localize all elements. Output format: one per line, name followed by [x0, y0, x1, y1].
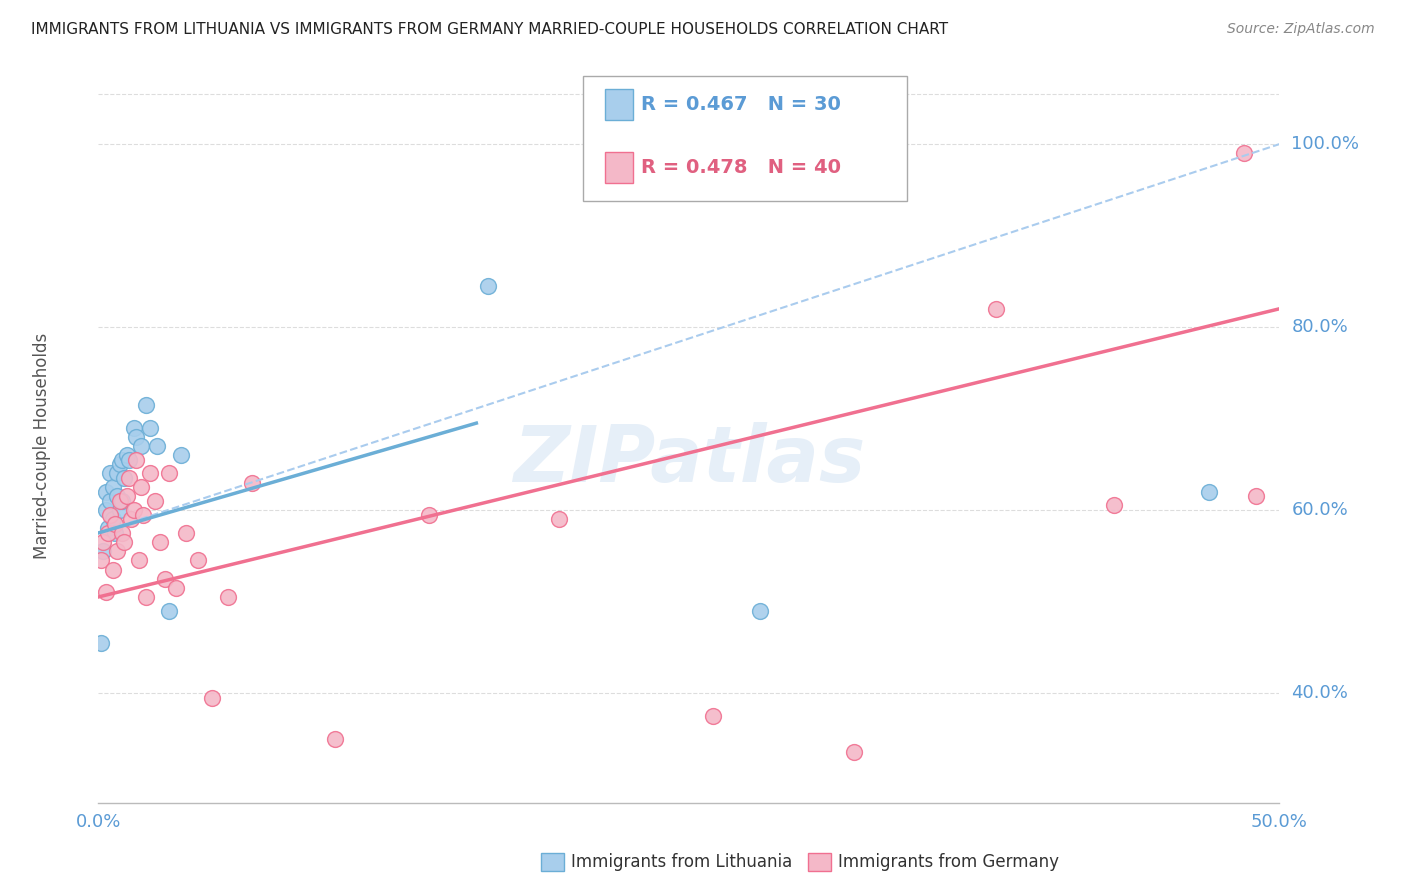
Point — [149, 535, 172, 549]
Point — [94, 585, 117, 599]
Point — [97, 525, 120, 540]
Point — [104, 525, 127, 540]
Point — [111, 525, 134, 540]
Point — [548, 512, 571, 526]
Point — [91, 535, 114, 549]
Point — [101, 562, 124, 576]
Point — [1198, 484, 1220, 499]
Point — [1102, 499, 1125, 513]
Point — [112, 471, 135, 485]
Text: 40.0%: 40.0% — [1291, 684, 1348, 702]
Point — [118, 471, 141, 485]
Point — [91, 544, 114, 558]
Point — [1233, 146, 1256, 161]
Text: IMMIGRANTS FROM LITHUANIA VS IMMIGRANTS FROM GERMANY MARRIED-COUPLE HOUSEHOLDS C: IMMIGRANTS FROM LITHUANIA VS IMMIGRANTS … — [31, 22, 948, 37]
Point — [153, 572, 176, 586]
Text: Source: ZipAtlas.com: Source: ZipAtlas.com — [1227, 22, 1375, 37]
Point — [111, 494, 134, 508]
Point — [187, 553, 209, 567]
Text: Married-couple Households: Married-couple Households — [32, 333, 51, 559]
Point — [98, 508, 121, 522]
Point — [108, 494, 131, 508]
Point — [115, 489, 138, 503]
Point — [132, 508, 155, 522]
Text: R = 0.478   N = 40: R = 0.478 N = 40 — [641, 158, 841, 177]
Point — [90, 636, 112, 650]
Point — [98, 494, 121, 508]
Point — [170, 448, 193, 462]
Point — [135, 590, 157, 604]
Point — [984, 301, 1007, 316]
Point — [90, 553, 112, 567]
Point — [748, 604, 770, 618]
Point — [105, 489, 128, 503]
Text: Immigrants from Germany: Immigrants from Germany — [838, 853, 1059, 871]
Point — [702, 709, 724, 723]
Point — [174, 525, 197, 540]
Point — [139, 420, 162, 434]
Point — [129, 480, 152, 494]
Point — [477, 279, 499, 293]
Text: 60.0%: 60.0% — [1291, 501, 1348, 519]
Point — [135, 398, 157, 412]
Point — [201, 690, 224, 705]
Point — [94, 484, 117, 499]
Point — [98, 467, 121, 481]
Point — [118, 452, 141, 467]
Point — [139, 467, 162, 481]
Text: R = 0.467   N = 30: R = 0.467 N = 30 — [641, 95, 841, 114]
Point — [129, 439, 152, 453]
Text: 100.0%: 100.0% — [1291, 135, 1360, 153]
Point — [108, 458, 131, 472]
Point — [1244, 489, 1267, 503]
Point — [112, 535, 135, 549]
Point — [101, 480, 124, 494]
Point — [94, 503, 117, 517]
Point — [104, 516, 127, 531]
Point — [122, 503, 145, 517]
Point — [111, 452, 134, 467]
Point — [125, 430, 148, 444]
Point — [105, 544, 128, 558]
Point — [157, 467, 180, 481]
Point — [844, 746, 866, 760]
Point — [418, 508, 440, 522]
Point — [165, 581, 187, 595]
Text: Immigrants from Lithuania: Immigrants from Lithuania — [571, 853, 792, 871]
Point — [115, 448, 138, 462]
Point — [97, 521, 120, 535]
Point — [323, 731, 346, 746]
Point — [146, 439, 169, 453]
Point — [108, 503, 131, 517]
Point — [143, 494, 166, 508]
Point — [121, 512, 143, 526]
Point — [128, 553, 150, 567]
Point — [157, 604, 180, 618]
Point — [101, 512, 124, 526]
Point — [125, 452, 148, 467]
Text: 80.0%: 80.0% — [1291, 318, 1348, 336]
Point — [240, 475, 263, 490]
Point — [105, 467, 128, 481]
Point — [217, 590, 239, 604]
Text: ZIPatlas: ZIPatlas — [513, 422, 865, 499]
Point — [122, 420, 145, 434]
